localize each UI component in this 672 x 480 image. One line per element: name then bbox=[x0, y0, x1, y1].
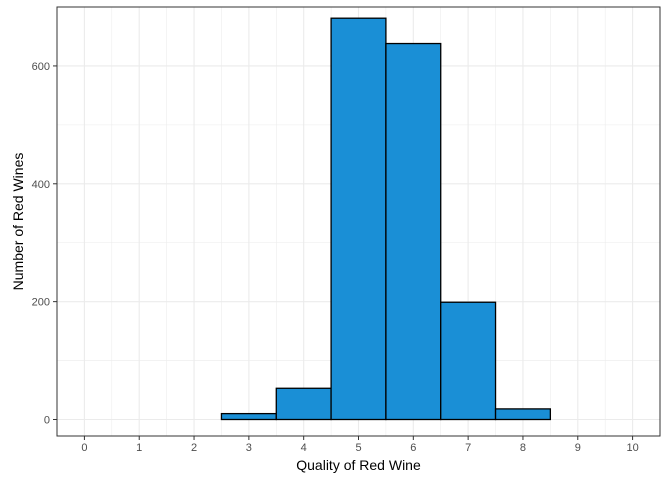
y-axis-title: Number of Red Wines bbox=[10, 153, 26, 291]
x-tick-label: 4 bbox=[301, 442, 307, 454]
y-tick-label: 600 bbox=[32, 61, 50, 73]
y-tick-label: 0 bbox=[44, 415, 50, 427]
x-tick-label: 8 bbox=[520, 442, 526, 454]
x-tick-label: 5 bbox=[355, 442, 361, 454]
histogram-bar bbox=[494, 408, 552, 421]
x-axis-title: Quality of Red Wine bbox=[296, 457, 421, 473]
x-tick-label: 3 bbox=[246, 442, 252, 454]
y-axis-ticks: 0 200 400 600 bbox=[32, 61, 57, 427]
x-tick-label: 2 bbox=[191, 442, 197, 454]
histogram-bar bbox=[440, 301, 497, 421]
x-tick-label: 6 bbox=[410, 442, 416, 454]
histogram-bar bbox=[330, 17, 387, 421]
x-tick-label: 0 bbox=[81, 442, 87, 454]
x-axis-ticks: 0 1 2 3 4 5 6 7 8 9 10 bbox=[81, 436, 639, 454]
x-tick-label: 7 bbox=[465, 442, 471, 454]
x-tick-label: 9 bbox=[575, 442, 581, 454]
histogram-bar bbox=[385, 42, 442, 421]
histogram-bar bbox=[275, 387, 332, 421]
x-tick-label: 10 bbox=[626, 442, 638, 454]
histogram-bar bbox=[220, 412, 277, 421]
y-tick-label: 400 bbox=[32, 179, 50, 191]
y-tick-label: 200 bbox=[32, 297, 50, 309]
histogram-bars bbox=[220, 17, 552, 421]
x-tick-label: 1 bbox=[136, 442, 142, 454]
